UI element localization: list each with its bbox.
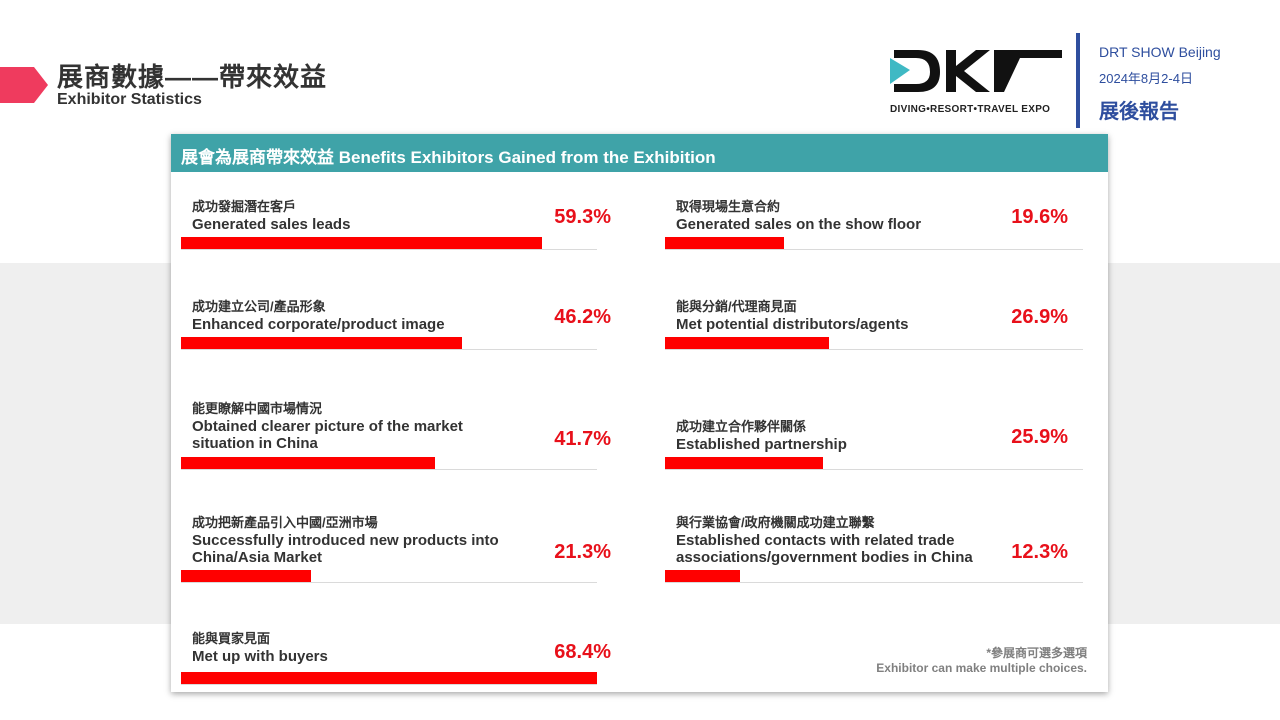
benefit-value: 25.9% [1011, 426, 1068, 448]
bar-track [665, 469, 1083, 470]
benefit-label-zh: 與行業協會/政府機關成功建立聯繫 [676, 515, 875, 530]
benefit-label-en: Generated sales leads [192, 216, 351, 233]
benefit-label-en: Met up with buyers [192, 648, 328, 665]
panel-title: 展會為展商帶來效益 Benefits Exhibitors Gained fro… [181, 148, 716, 167]
benefit-label-en: China/Asia Market [192, 549, 323, 566]
section-arrow-icon [0, 67, 48, 103]
benefit-label-en: Successfully introduced new products int… [192, 532, 499, 549]
benefit-bar [181, 672, 597, 684]
benefit-bar [181, 337, 462, 349]
benefit-bar [181, 457, 435, 469]
benefit-bar [181, 237, 542, 249]
report-label: 展後報告 [1099, 101, 1179, 123]
benefit-value: 68.4% [554, 641, 611, 663]
benefit-value: 59.3% [554, 206, 611, 228]
benefit-label-zh: 能更瞭解中國市場情況 [192, 401, 323, 416]
benefit-bar [665, 457, 823, 469]
footnote-en: Exhibitor can make multiple choices. [876, 661, 1087, 675]
benefits-panel: 展會為展商帶來效益 Benefits Exhibitors Gained fro… [171, 134, 1108, 692]
bar-track [181, 582, 597, 583]
bar-track [181, 469, 597, 470]
benefit-label-en: Generated sales on the show floor [676, 216, 922, 233]
panel-header: 展會為展商帶來效益 Benefits Exhibitors Gained fro… [171, 134, 1108, 172]
benefit-value: 46.2% [554, 306, 611, 328]
show-name: DRT SHOW Beijing [1099, 44, 1221, 60]
page-subtitle: Exhibitor Statistics [57, 91, 202, 108]
logo-tagline: DIVING•RESORT•TRAVEL EXPO [890, 104, 1051, 115]
bar-track [665, 349, 1083, 350]
benefit-label-en: Met potential distributors/agents [676, 316, 909, 333]
benefit-value: 26.9% [1011, 306, 1068, 328]
drt-logo-icon [890, 50, 1062, 92]
bar-track [665, 582, 1083, 583]
page-title: 展商數據——帶來效益 [57, 62, 328, 92]
benefit-label-en: Established contacts with related trade [676, 532, 955, 549]
benefit-label-en: Obtained clearer picture of the market [192, 418, 463, 435]
benefit-value: 19.6% [1011, 206, 1068, 228]
benefit-label-zh: 成功建立合作夥伴關係 [676, 419, 807, 434]
benefit-label-en: Enhanced corporate/product image [192, 316, 445, 333]
benefit-value: 41.7% [554, 428, 611, 450]
benefit-bar [665, 337, 829, 349]
show-date: 2024年8月2-4日 [1099, 71, 1193, 86]
benefit-bar [181, 570, 311, 582]
bar-track [181, 684, 597, 685]
benefit-label-zh: 能與分銷/代理商見面 [676, 299, 797, 314]
benefit-value: 12.3% [1011, 541, 1068, 563]
benefit-label-zh: 取得現場生意合約 [676, 199, 781, 214]
benefit-label-en: Established partnership [676, 436, 847, 453]
benefit-value: 21.3% [554, 541, 611, 563]
benefit-bar [665, 570, 740, 582]
benefit-label-zh: 能與買家見面 [192, 631, 271, 646]
bar-track [181, 249, 597, 250]
benefit-label-zh: 成功建立公司/產品形象 [192, 299, 326, 314]
footnote-zh: *參展商可選多選項 [986, 646, 1087, 660]
benefit-label-zh: 成功把新產品引入中國/亞洲市場 [192, 515, 378, 530]
footnote: *參展商可選多選項 Exhibitor can make multiple ch… [876, 646, 1087, 676]
header-divider [1076, 33, 1080, 128]
bar-track [181, 349, 597, 350]
benefit-label-en: situation in China [192, 435, 318, 452]
benefit-label-zh: 成功發掘潛在客戶 [192, 199, 297, 214]
bar-track [665, 249, 1083, 250]
benefit-label-en: associations/government bodies in China [676, 549, 973, 566]
benefit-bar [665, 237, 784, 249]
